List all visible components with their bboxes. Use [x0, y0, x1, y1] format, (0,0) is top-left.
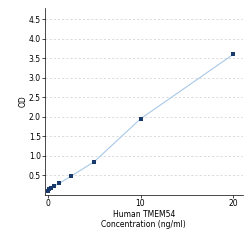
Point: [231, 52, 235, 56]
Point: [92, 160, 96, 164]
Point: [57, 181, 61, 185]
X-axis label: Human TMEM54
Concentration (ng/ml): Human TMEM54 Concentration (ng/ml): [102, 210, 186, 229]
Point: [49, 186, 53, 190]
Point: [69, 174, 73, 178]
Point: [138, 117, 142, 121]
Point: [52, 184, 56, 188]
Point: [46, 189, 50, 193]
Point: [47, 187, 51, 191]
Y-axis label: OD: OD: [18, 95, 27, 107]
